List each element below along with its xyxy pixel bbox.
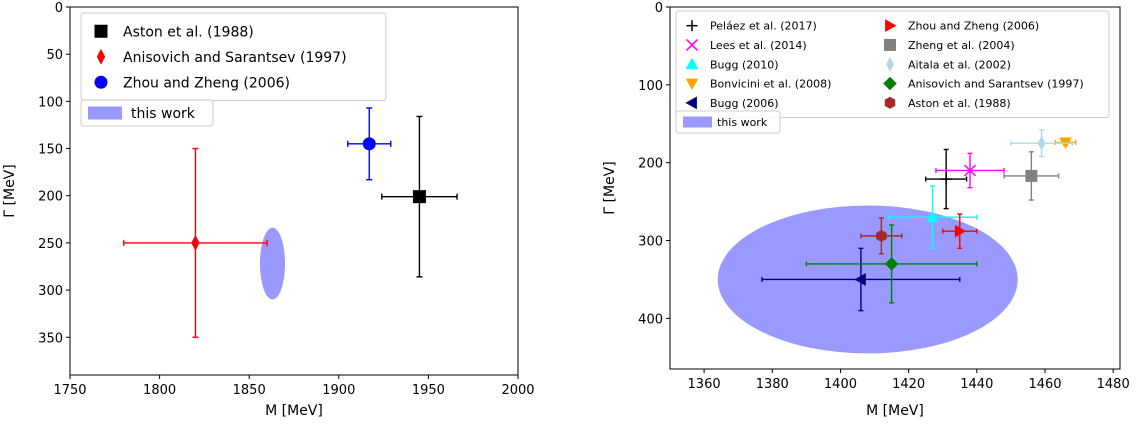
legend-label: Aston et al. (1988) [908,97,1011,110]
x-tick-label: 1850 [233,383,266,398]
legend-label: Zhou and Zheng (2006) [908,20,1039,33]
x-tick-label: 1750 [53,383,86,398]
x-tick-label: 2000 [501,383,534,398]
legend-marker-aitala-et-al-2002 [886,56,894,72]
y-tick-label: 0 [655,1,663,16]
point-zhou-and-zheng-2006 [954,224,967,238]
x-tick-label: 1420 [892,377,925,392]
legend-marker-anisovich-and-sarantsev-1997 [883,76,897,91]
legend-marker-anisovich-and-sarantsev-1997 [96,48,106,65]
legend-label: Aston et al. (1988) [123,24,254,40]
legend-label: Anisovich and Sarantsev (1997) [908,78,1084,91]
this-work-swatch [88,106,122,120]
point-anisovich-and-sarantsev-1997 [884,257,899,271]
legend-label: Zhou and Zheng (2006) [123,75,290,91]
legend-marker-aston-et-al-1988 [884,96,896,109]
legend-marker-bugg-2006 [685,96,697,110]
y-tick-label: 350 [38,331,63,346]
legend-label: Aitala et al. (2002) [908,58,1011,71]
y-tick-label: 250 [38,237,63,252]
legend-marker-zhou-and-zheng-2006 [94,75,108,89]
point-aitala-et-al-2002 [1037,135,1046,151]
legend-label: Zheng et al. (2004) [908,39,1015,52]
point-aston-et-al-1988 [876,229,887,242]
this-work-legend: this work [675,110,781,134]
y-tick-label: 100 [638,79,663,94]
legend-label: Bonvicini et al. (2008) [710,78,831,91]
legend-label: Lees et al. (2014) [710,39,807,52]
x-tick-label: 1400 [824,377,857,392]
point-pelaez-et-al-2017 [940,173,952,185]
point-zheng-et-al-2004 [1025,169,1038,182]
legend: Peláez et al. (2017) Lees et al. (2014) Bu… [675,10,1110,118]
axes-frame [669,6,1121,370]
y-axis-label: Γ [MeV] [602,161,618,214]
this-work-legend: this work [80,99,214,127]
y-tick-label: 400 [638,312,663,327]
legend-label: Bugg (2010) [710,58,779,71]
legend-marker-bugg-2010 [685,57,699,70]
legend-label: Peláez et al. (2017) [710,20,817,33]
left-chart: 1750 1800 1850 1900 1950 2000 0 50 100 150 200 250 3… [2,1,535,419]
y-tick-label: 200 [38,190,63,205]
y-tick-label: 300 [638,235,663,250]
point-lees-et-al-2014 [963,164,977,177]
legend-marker-bonvicini-et-al-2008 [685,78,699,91]
legend-marker-aston-et-al-1988 [94,24,108,38]
legend-label: Anisovich and Sarantsev (1997) [123,50,347,66]
x-tick-label: 1440 [960,377,993,392]
this-work-label: this work [131,106,196,122]
point-bugg-2006 [854,273,866,286]
point-anisovich-and-sarantsev-1997 [191,234,200,251]
y-tick-label: 0 [55,1,63,16]
this-work-label: this work [717,116,768,129]
y-tick-label: 300 [38,284,63,299]
point-zhou-and-zheng-2006 [362,137,376,151]
legend-marker-zhou-and-zheng-2006 [885,19,897,32]
legend-marker-zheng-et-al-2004 [884,38,896,51]
x-tick-label: 1950 [412,383,445,398]
legend-marker-pelaez-et-al-2017 [686,20,698,32]
point-aston-et-al-1988 [412,190,426,204]
x-tick-label: 1460 [1028,377,1061,392]
right-chart: 1360 1380 1400 1420 1440 1460 1480 0 100 200 300 40… [602,1,1130,419]
y-axis-label: Γ [MeV] [2,164,18,217]
x-tick-label: 1380 [756,377,789,392]
legend: Aston et al. (1988) Anisovich and Sarants… [80,12,387,101]
legend-label: Bugg (2006) [710,97,779,110]
this-work-ellipse [259,227,286,300]
y-tick-label: 200 [638,157,663,172]
x-axis-label: M [MeV] [866,403,924,419]
point-bugg-2010 [926,210,939,223]
x-tick-label: 1900 [322,383,355,398]
axes-frame [69,6,519,376]
x-tick-label: 1800 [143,383,176,398]
x-tick-label: 1480 [1097,377,1130,392]
x-tick-label: 1360 [688,377,721,392]
y-tick-label: 50 [46,48,63,63]
x-axis-label: M [MeV] [265,403,323,419]
legend-marker-lees-et-al-2014 [685,38,699,51]
this-work-swatch [683,116,712,128]
y-tick-label: 100 [38,95,63,110]
y-tick-label: 150 [38,143,63,158]
